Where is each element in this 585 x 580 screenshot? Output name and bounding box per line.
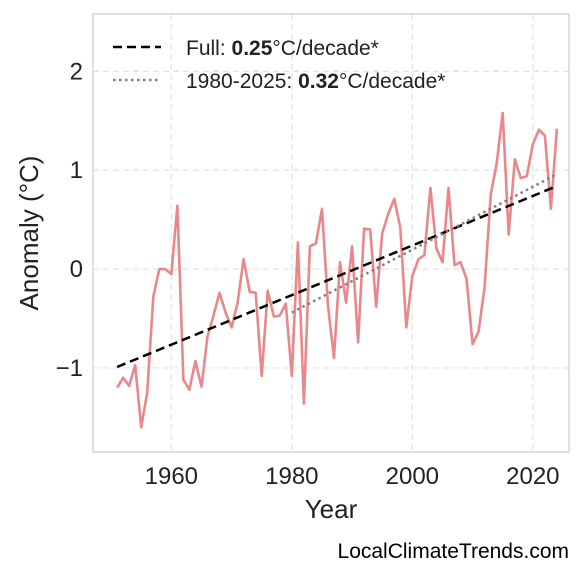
series-layer	[115, 111, 559, 429]
legend-label-full: Full: 0.25°C/decade*	[186, 37, 379, 60]
recent-trend-line	[291, 173, 558, 314]
x-tick-label: 2020	[506, 463, 559, 490]
x-tick-label: 1960	[145, 463, 198, 490]
plot-frame	[92, 13, 570, 453]
y-tick-label: 0	[70, 256, 83, 283]
legend-label-recent: 1980-2025: 0.32°C/decade*	[186, 70, 445, 93]
y-tick-label: −1	[56, 355, 83, 382]
y-axis-ticks: −1 0 1 2	[56, 58, 83, 382]
y-axis-label: Anomaly (°C)	[14, 156, 44, 311]
y-tick-label: 1	[70, 157, 83, 184]
x-tick-label: 2000	[386, 463, 439, 490]
x-tick-label: 1980	[265, 463, 318, 490]
watermark: LocalClimateTrends.com	[337, 540, 569, 563]
grid	[93, 14, 569, 452]
x-axis-ticks: 1960 1980 2000 2020	[145, 463, 560, 490]
full-trend-line	[116, 184, 558, 369]
anomaly-series-line	[115, 111, 559, 429]
x-axis-label: Year	[305, 494, 358, 524]
legend: Full: 0.25°C/decade* 1980-2025: 0.32°C/d…	[113, 37, 445, 93]
y-tick-label: 2	[70, 58, 83, 85]
trend-layer	[116, 173, 558, 369]
